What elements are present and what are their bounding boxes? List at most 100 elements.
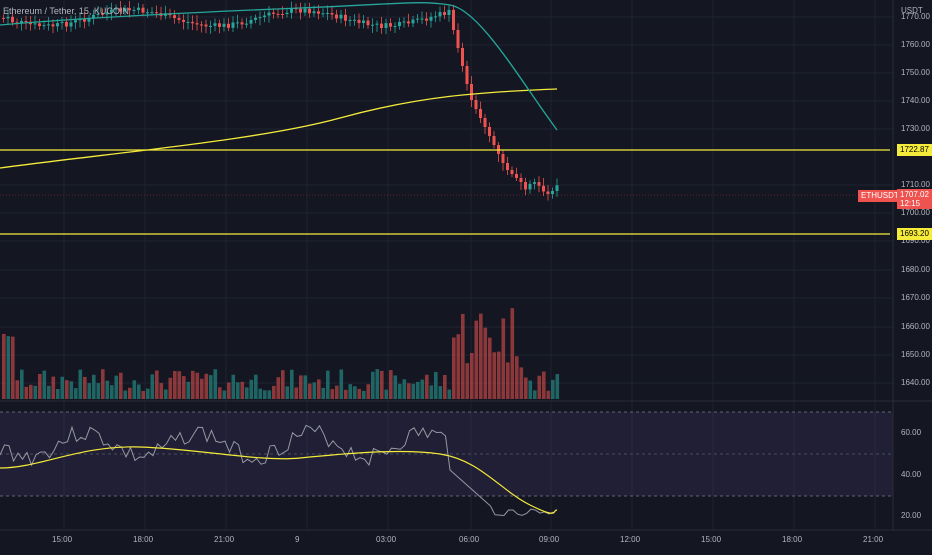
volume-bar — [11, 336, 15, 399]
candle-body — [83, 19, 86, 22]
volume-bars — [2, 308, 560, 399]
candle-body — [492, 136, 496, 145]
volume-bar — [339, 369, 344, 399]
volume-bar — [348, 384, 353, 399]
candle-body — [267, 12, 271, 16]
candle-body — [249, 19, 253, 24]
volume-bar — [407, 383, 411, 399]
candle-body — [299, 8, 302, 13]
volume-bar — [555, 374, 560, 399]
candle-body — [393, 26, 397, 28]
candle-body — [69, 22, 73, 27]
candle-body — [87, 18, 91, 22]
candle-body — [42, 25, 46, 27]
volume-bar — [515, 356, 519, 399]
rsi-line — [0, 424, 554, 517]
candle-body — [456, 30, 460, 48]
candle-body — [105, 12, 109, 15]
candle-body — [263, 15, 266, 18]
candle-body — [402, 21, 406, 23]
candle-body — [524, 182, 527, 190]
volume-bar — [123, 390, 128, 399]
volume-bar — [159, 383, 164, 399]
candle-body — [375, 23, 379, 25]
volume-bar — [402, 379, 407, 399]
time-tick: 15:00 — [701, 535, 722, 544]
volume-bar — [173, 371, 177, 399]
volume-bar — [326, 370, 330, 399]
volume-bar — [416, 381, 420, 399]
volume-bar — [393, 375, 398, 399]
volume-bar — [258, 388, 263, 399]
candle-body — [204, 24, 208, 27]
volume-bar — [101, 369, 105, 399]
volume-bar — [177, 371, 182, 399]
volume-bar — [506, 362, 510, 399]
volume-bar — [519, 367, 524, 399]
volume-bar — [218, 387, 222, 399]
volume-bar — [65, 380, 69, 399]
rsi-tick: 60.00 — [901, 428, 922, 437]
volume-bar — [272, 385, 276, 399]
candle-body — [137, 7, 140, 11]
candle-body — [38, 23, 41, 27]
volume-bar — [191, 370, 195, 399]
volume-bar — [321, 387, 326, 399]
candle-body — [2, 17, 5, 19]
candle-body — [146, 12, 149, 14]
candle-body — [6, 16, 10, 19]
candle-body — [416, 18, 419, 20]
candle-body — [542, 185, 545, 192]
candle-body — [128, 8, 131, 11]
time-tick: 21:00 — [863, 535, 884, 544]
volume-bar — [551, 379, 555, 399]
candle-body — [258, 17, 262, 19]
candle-body — [254, 17, 257, 20]
volume-bar — [20, 369, 24, 399]
volume-bar — [56, 389, 60, 399]
candle-body — [33, 23, 37, 25]
candle-body — [465, 66, 469, 84]
volume-bar — [344, 389, 348, 399]
volume-bar — [29, 384, 33, 399]
candle-body — [132, 10, 136, 12]
volume-bar — [6, 336, 11, 399]
volume-bar — [227, 382, 231, 399]
volume-bar — [87, 383, 92, 399]
volume-bar — [456, 334, 461, 399]
candle-body — [195, 23, 199, 25]
volume-bar — [24, 386, 29, 399]
candle-body — [479, 109, 482, 118]
volume-bar — [474, 320, 479, 399]
candle-body — [470, 84, 473, 100]
time-tick: 03:00 — [376, 535, 397, 544]
candle-body — [366, 20, 370, 26]
candle-body — [348, 19, 352, 21]
volume-bar — [222, 390, 227, 399]
volume-bar — [362, 390, 366, 399]
candle-body — [119, 8, 122, 12]
volume-bar — [92, 374, 96, 399]
volume-bar — [33, 385, 38, 399]
candle-body — [537, 182, 541, 186]
candle-body — [362, 20, 365, 24]
volume-bar — [209, 375, 213, 399]
candle-body — [357, 19, 361, 24]
candle-body — [141, 7, 145, 13]
symbol-title[interactable]: Ethereum / Tether, 15, KUCOIN — [3, 6, 129, 16]
volume-bar — [312, 382, 317, 399]
candle-body — [218, 23, 221, 27]
volume-bar — [132, 380, 137, 399]
volume-bar — [290, 369, 294, 399]
candle-body — [407, 21, 410, 24]
candle-body — [182, 19, 185, 22]
candle-body — [555, 185, 559, 191]
volume-bar — [375, 369, 380, 399]
time-tick: 09:00 — [539, 535, 560, 544]
candle-body — [114, 8, 118, 10]
volume-bar — [83, 376, 87, 399]
price-tick: 1640.00 — [901, 378, 930, 387]
volume-bar — [438, 386, 443, 399]
